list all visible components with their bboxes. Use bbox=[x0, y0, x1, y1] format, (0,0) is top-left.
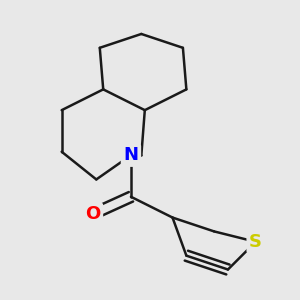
Text: S: S bbox=[249, 233, 262, 251]
Text: O: O bbox=[85, 205, 100, 223]
Text: N: N bbox=[123, 146, 138, 164]
